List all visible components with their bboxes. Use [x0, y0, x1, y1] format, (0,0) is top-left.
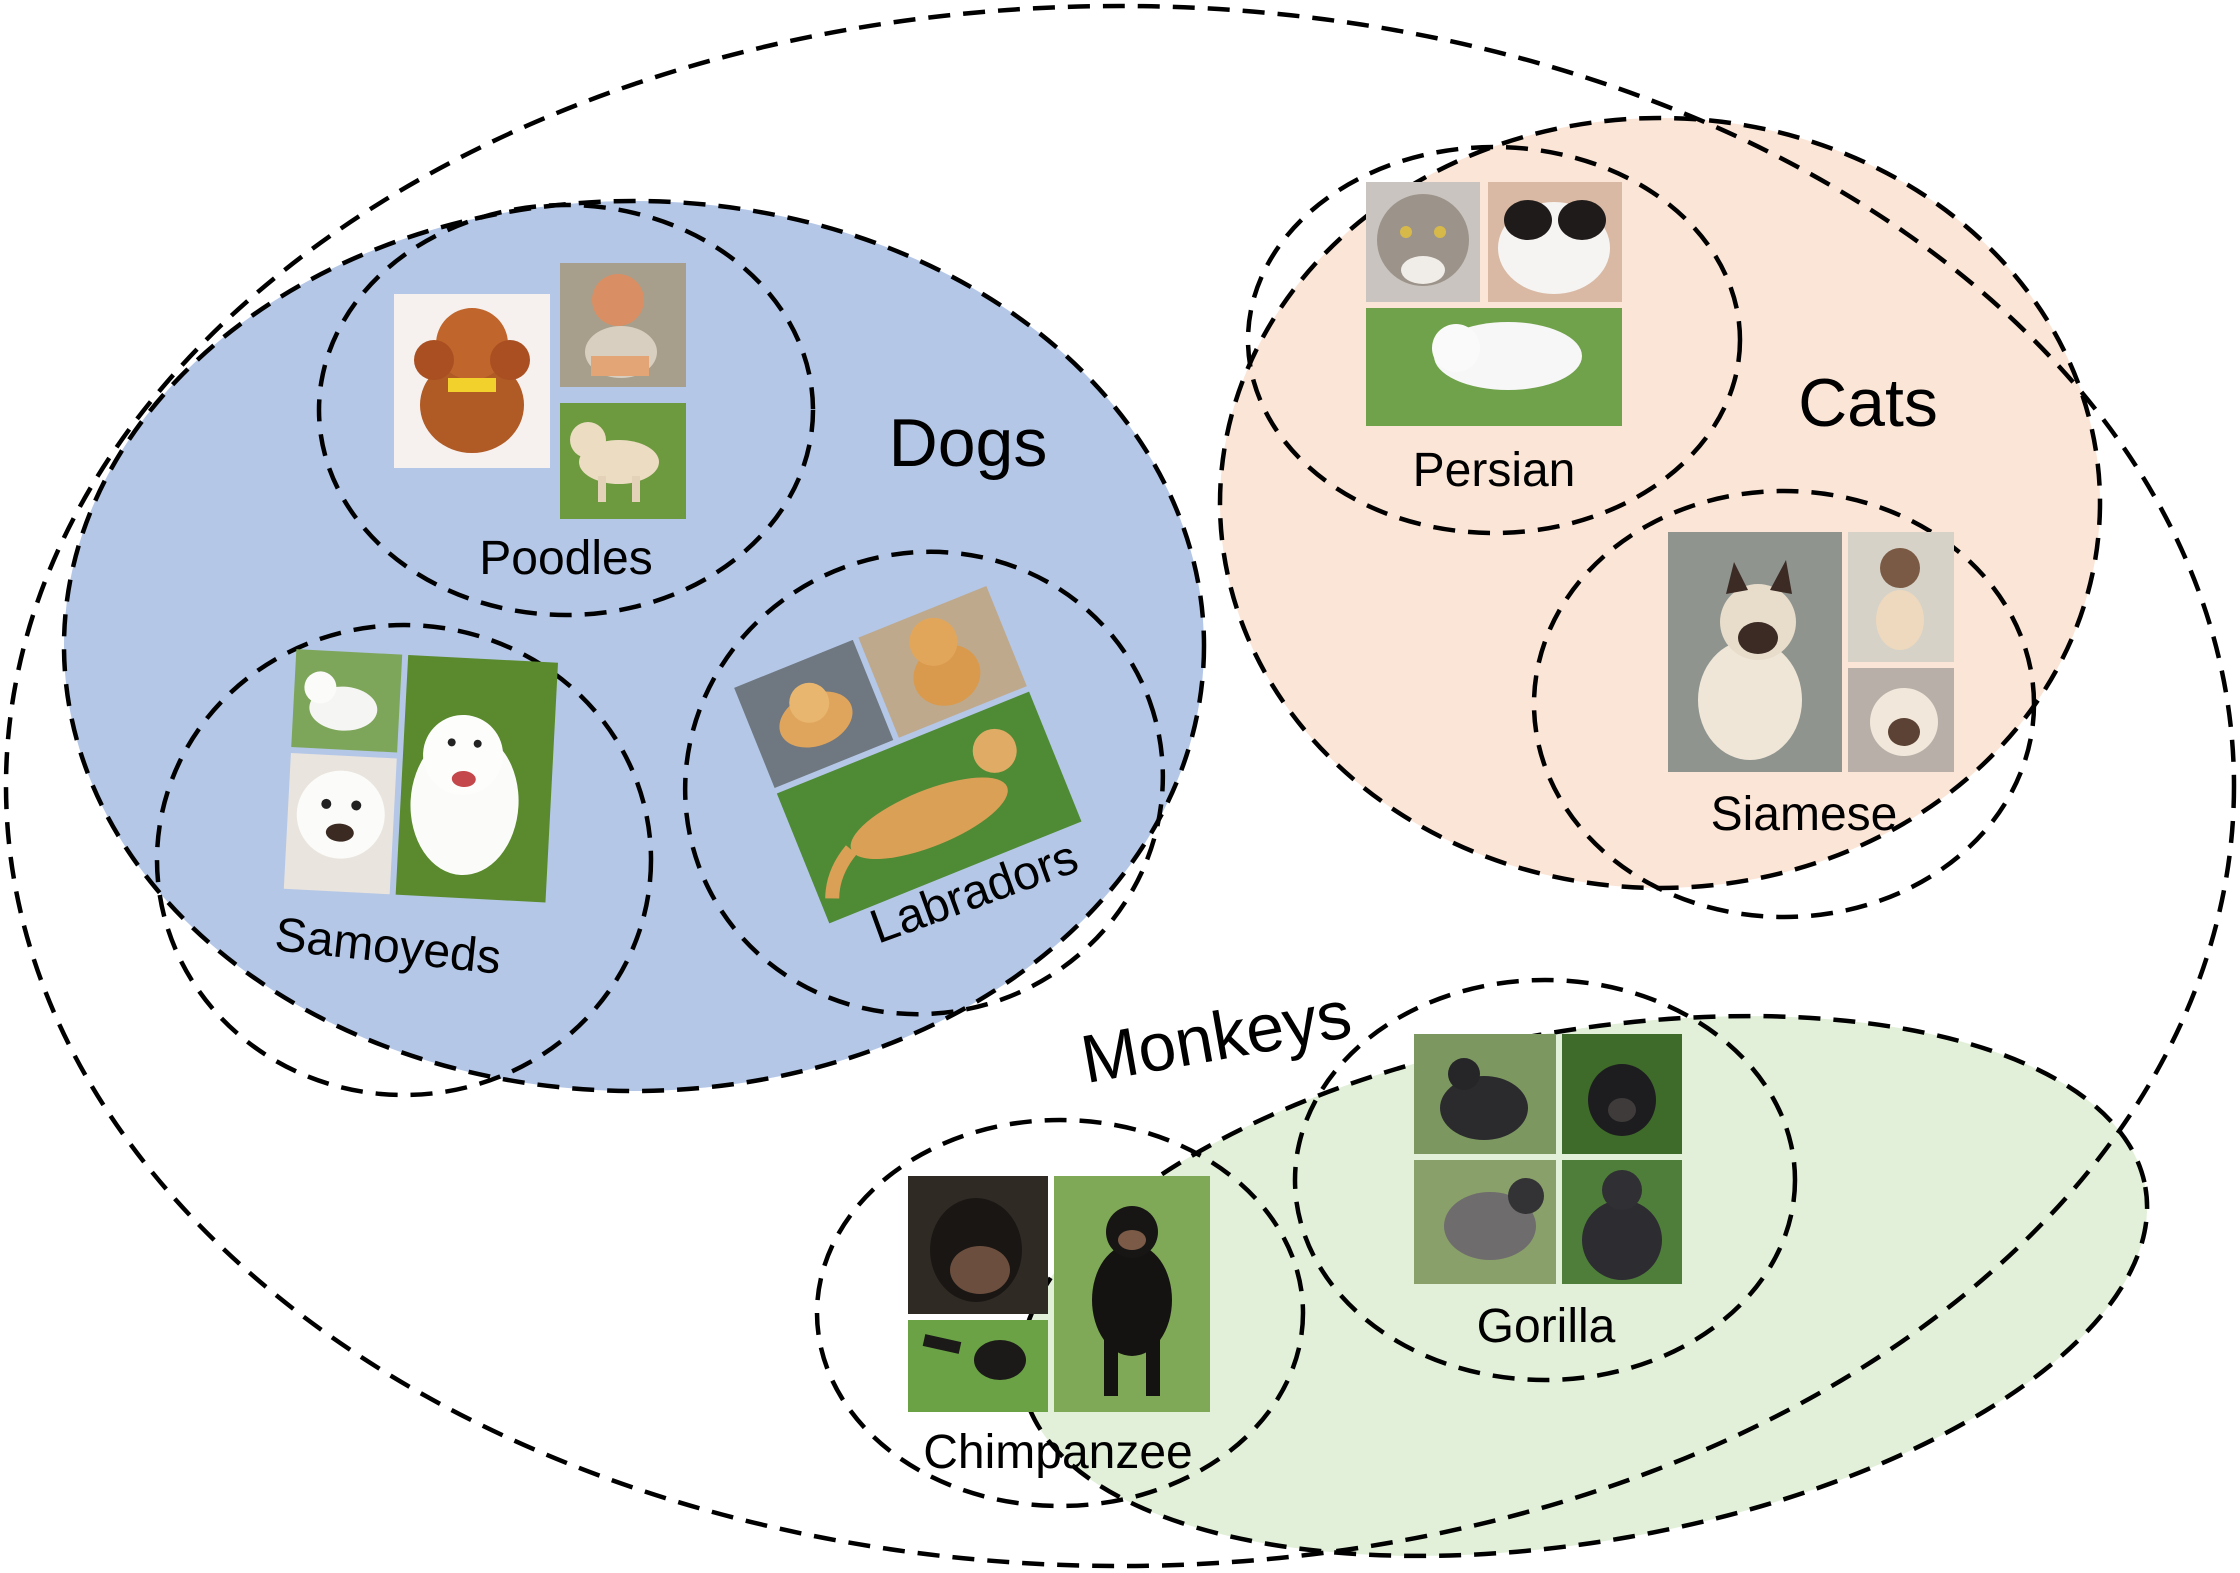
gorilla-photo-4 — [1562, 1160, 1682, 1284]
chimpanzee-photo-2 — [908, 1320, 1048, 1412]
persian-label: Persian — [1413, 444, 1576, 497]
labrador-photo-1 — [734, 639, 894, 788]
siamese-photo-3 — [1848, 668, 1954, 772]
gorilla-subgroup-boundary — [1292, 977, 1798, 1383]
poodle-photo-2 — [560, 263, 686, 387]
dogs-group-label: Dogs — [889, 405, 1048, 481]
chimpanzee-subgroup-boundary — [814, 1117, 1306, 1509]
chimpanzee-label: Chimpanzee — [923, 1426, 1192, 1479]
gorilla-label: Gorilla — [1477, 1300, 1616, 1353]
samoyed-photo-3 — [395, 654, 559, 903]
siamese-subgroup-boundary — [1531, 488, 2037, 920]
gorilla-photo-collage — [1414, 1034, 1682, 1284]
persian-photo-2 — [1488, 182, 1622, 302]
siamese-photo-2 — [1848, 532, 1954, 662]
chimpanzee-photo-3 — [1054, 1176, 1210, 1412]
samoyed-photo-1 — [291, 649, 403, 753]
poodles-subgroup-boundary — [316, 202, 816, 618]
siamese-photo-1 — [1668, 532, 1842, 772]
persian-photo-collage — [1366, 182, 1622, 426]
labrador-photo-2 — [858, 585, 1027, 738]
poodle-photo-1 — [394, 294, 550, 468]
outer-boundary — [3, 3, 2237, 1569]
persian-photo-1 — [1366, 182, 1480, 302]
siamese-photo-collage — [1668, 532, 1954, 772]
labrador-photo-3 — [776, 691, 1082, 924]
samoyeds-photo-collage — [283, 649, 559, 903]
labradors-subgroup-boundary — [682, 549, 1166, 1017]
gorilla-photo-2 — [1562, 1034, 1682, 1154]
monkeys-group-label: Monkeys — [1076, 976, 1357, 1098]
persian-photo-3 — [1366, 308, 1622, 426]
chimpanzee-photo-1 — [908, 1176, 1048, 1314]
gorilla-photo-1 — [1414, 1034, 1556, 1154]
chimpanzee-photo-collage — [908, 1176, 1210, 1412]
siamese-label: Siamese — [1711, 788, 1898, 841]
samoyeds-subgroup-boundary — [154, 622, 654, 1098]
cats-group-region — [1217, 115, 2103, 891]
gorilla-photo-3 — [1414, 1160, 1556, 1284]
cats-group-label: Cats — [1798, 365, 1938, 441]
poodles-photo-collage — [394, 263, 686, 519]
poodle-photo-3 — [560, 403, 686, 519]
labradors-photo-collage — [734, 585, 1082, 924]
samoyed-photo-2 — [283, 752, 397, 895]
poodles-label: Poodles — [479, 532, 652, 585]
persian-subgroup-boundary — [1245, 144, 1743, 536]
